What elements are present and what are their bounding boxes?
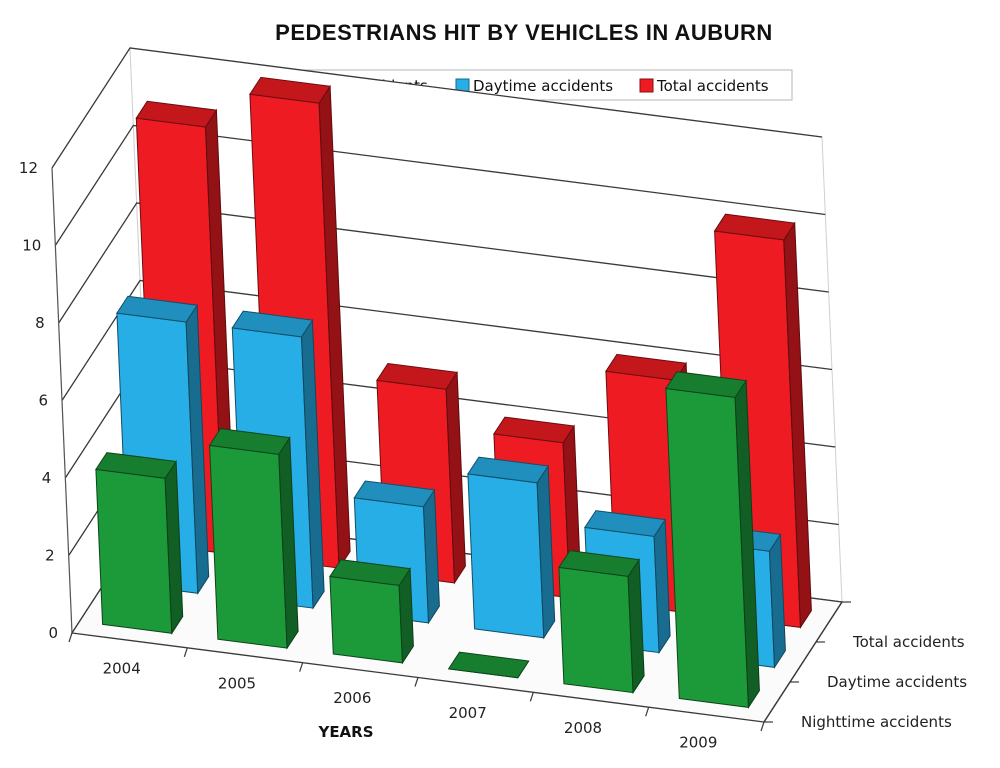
depth-series-label: Total accidents (852, 633, 965, 651)
bar-daytime-accidents-2007 (467, 456, 556, 640)
x-axis-title: YEARS (317, 723, 373, 741)
depth-series-label: Daytime accidents (827, 673, 967, 691)
bar-nighttime-accidents-2006 (329, 559, 414, 665)
x-tick-mark (414, 677, 419, 687)
series-depth-labels: Nighttime accidents Daytime accidents Tota… (801, 633, 967, 731)
chart-title: PEDESTRIANS HIT BY VEHICLES IN AUBURN (275, 20, 773, 45)
legend-label-daytime: Daytime accidents (473, 77, 613, 95)
y-tick-label: 10 (22, 237, 41, 255)
bar-nighttime-accidents-2007 (447, 651, 530, 679)
x-tick-label: 2009 (679, 734, 717, 752)
gridline (61, 279, 833, 401)
bar-top-face (447, 651, 530, 679)
bars (95, 76, 812, 709)
y-tick-label: 8 (35, 314, 45, 332)
x-tick-label: 2004 (103, 659, 141, 677)
bar-top-face (208, 428, 291, 455)
x-tick-mark (529, 692, 534, 702)
bar-top-face (329, 559, 411, 586)
x-tick-label: 2008 (564, 719, 602, 737)
depth-series-label: Nighttime accidents (801, 713, 952, 731)
bar-top-face (116, 295, 198, 323)
x-tick-label: 2005 (218, 674, 256, 692)
depth-axis-line (763, 601, 843, 723)
y-axis-line (51, 167, 73, 634)
bar-top-face (665, 371, 747, 398)
bar-nighttime-accidents-2009 (665, 371, 760, 709)
gridline (51, 47, 823, 169)
y-tick-label: 6 (38, 392, 48, 410)
y-tick-label: 4 (42, 469, 52, 487)
bar-front-face (665, 387, 750, 708)
bar-front-face (329, 575, 404, 664)
y-tick-labels: 0 2 4 6 8 10 12 (19, 159, 58, 642)
bar-top-face (249, 76, 331, 104)
x-tick-mark (68, 632, 73, 643)
bar-top-face (467, 456, 549, 484)
y-tick-label: 2 (45, 547, 55, 565)
x-tick-mark (645, 706, 650, 717)
bar-front-face (209, 444, 288, 649)
legend-label-total: Total accidents (656, 77, 769, 95)
gridline (54, 124, 826, 246)
bar-front-face (558, 566, 634, 694)
bar-top-face (376, 362, 458, 390)
gridline (58, 202, 829, 324)
bar-front-face (467, 473, 545, 639)
x-tick-label: 2006 (333, 689, 371, 707)
x-tick-mark (299, 662, 304, 672)
x-tick-label: 2007 (449, 704, 487, 722)
bar-top-face (231, 310, 314, 338)
bar-top-face (605, 353, 687, 381)
x-tick-labels: 2004 2005 2006 2007 2008 2009 (103, 659, 718, 751)
legend-swatch-total (639, 78, 654, 93)
bar-top-face (558, 550, 640, 577)
bar-nighttime-accidents-2008 (558, 550, 645, 695)
x-tick-mark (760, 721, 765, 732)
y-tick-label: 0 (48, 624, 58, 642)
y-tick-label: 12 (19, 159, 38, 177)
bar-nighttime-accidents-2004 (95, 452, 184, 635)
bar-top-face (584, 510, 666, 537)
bar-nighttime-accidents-2005 (208, 428, 299, 650)
bar-top-face (353, 480, 436, 508)
bar-top-face (95, 452, 177, 479)
bar-top-face (135, 100, 218, 128)
bar-front-face (95, 468, 173, 634)
bar-top-face (493, 416, 575, 444)
bar-top-face (713, 213, 796, 241)
x-tick-mark (183, 647, 188, 658)
